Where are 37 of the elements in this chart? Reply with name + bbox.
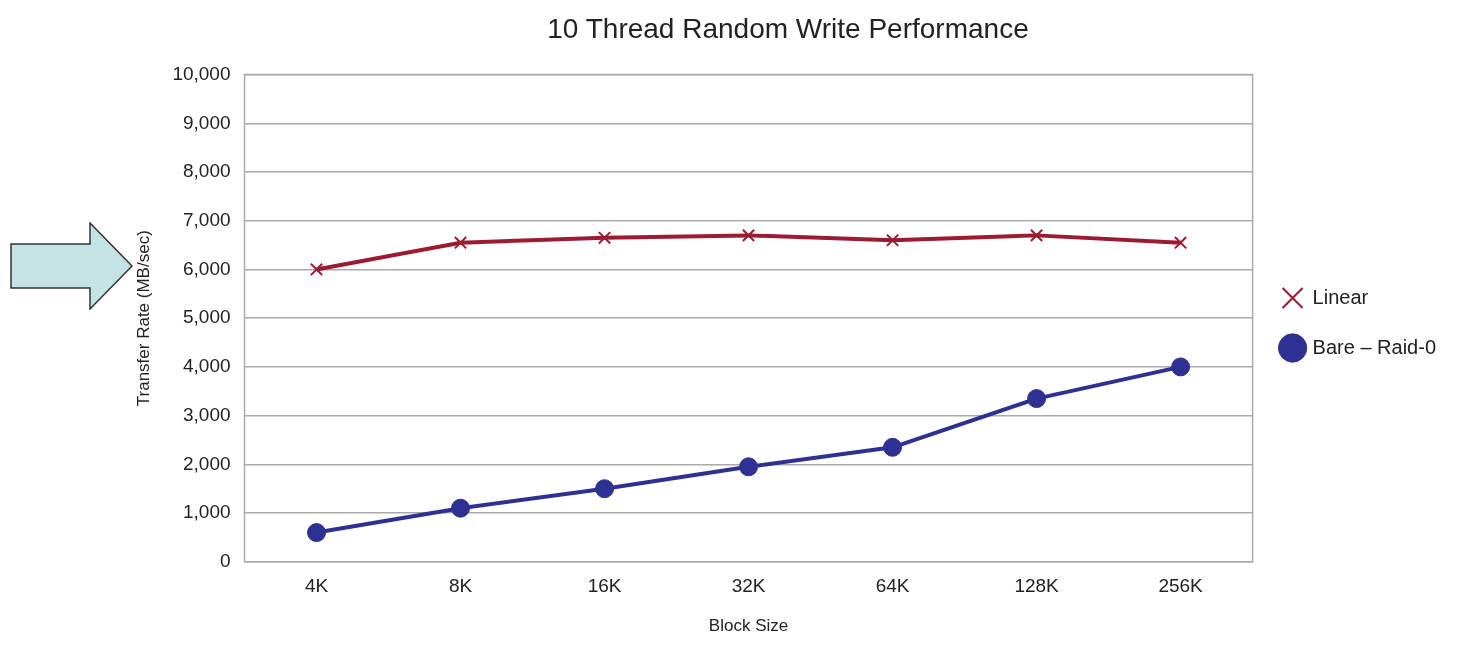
legend-label: Bare – Raid-0 <box>1312 335 1437 358</box>
point <box>453 236 468 250</box>
point <box>451 498 471 518</box>
x-tick-label: 256K <box>1158 575 1204 597</box>
y-tick-label: 4,000 <box>182 355 231 377</box>
x-tick-label: 8K <box>448 575 473 597</box>
x-tick-label: 4K <box>304 575 329 597</box>
x-axis-title: Block Size <box>708 616 789 636</box>
y-tick-label: 7,000 <box>182 208 231 230</box>
point <box>739 457 759 477</box>
point <box>307 523 327 543</box>
chart-title: 10 Thread Random Write Performance <box>547 12 1029 44</box>
y-tick-label: 1,000 <box>182 501 231 523</box>
x-tick-label: 128K <box>1014 575 1060 597</box>
x-tick-label: 64K <box>875 575 910 597</box>
x-tick-label: 16K <box>587 575 622 597</box>
y-tick-label: 9,000 <box>182 111 231 133</box>
y-tick-label: 10,000 <box>172 62 231 84</box>
y-tick-label: 2,000 <box>182 452 231 474</box>
point <box>741 228 756 243</box>
point <box>1173 236 1188 250</box>
y-tick-label: 5,000 <box>182 306 231 328</box>
y-tick-label: 8,000 <box>182 160 231 182</box>
x-tick-label: 32K <box>731 575 766 597</box>
point <box>309 262 324 277</box>
point <box>1171 357 1191 377</box>
point <box>595 479 615 499</box>
point <box>1029 228 1044 243</box>
y-tick-label: 6,000 <box>182 257 231 279</box>
y-tick-label: 3,000 <box>182 403 231 425</box>
point <box>1027 389 1047 409</box>
point <box>885 233 900 247</box>
legend-label: Linear <box>1312 285 1369 308</box>
point <box>883 437 903 457</box>
y-tick-label: 0 <box>219 550 231 572</box>
point <box>597 231 612 245</box>
y-axis-title: Transfer Rate (MB/sec) <box>133 230 153 407</box>
